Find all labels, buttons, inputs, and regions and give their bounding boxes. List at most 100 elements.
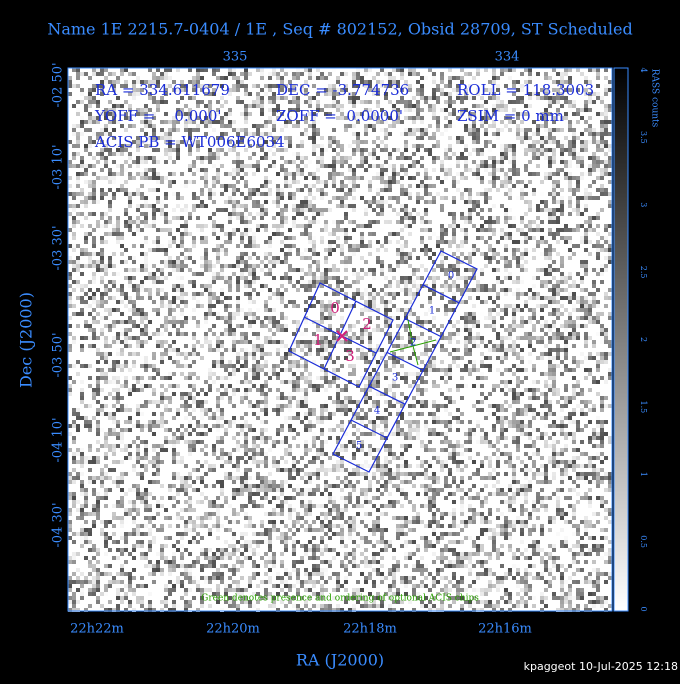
pixel (344, 88, 348, 92)
pixel (604, 164, 608, 168)
pixel (404, 288, 408, 292)
pixel (372, 176, 376, 180)
pixel (416, 104, 420, 108)
pixel (316, 328, 320, 332)
pixel (156, 136, 160, 140)
pixel (292, 220, 296, 224)
pixel (88, 196, 92, 200)
pixel (76, 140, 80, 144)
pixel (468, 212, 472, 216)
pixel (264, 384, 268, 388)
pixel (432, 356, 436, 360)
pixel (564, 368, 568, 372)
pixel (112, 320, 116, 324)
pixel (172, 296, 176, 300)
pixel (128, 116, 132, 120)
pixel (376, 200, 380, 204)
pixel (112, 360, 116, 364)
pixel (552, 172, 556, 176)
pixel (328, 200, 332, 204)
pixel (552, 308, 556, 312)
pixel (148, 272, 152, 276)
pixel (104, 220, 108, 224)
pixel (564, 280, 568, 284)
pixel (324, 208, 328, 212)
pixel (564, 164, 568, 168)
pixel (168, 76, 172, 80)
pixel (132, 276, 136, 280)
pixel (144, 288, 148, 292)
pixel (564, 100, 568, 104)
pixel (68, 160, 72, 164)
pixel (280, 128, 284, 132)
pixel (116, 236, 120, 240)
pixel (312, 252, 316, 256)
pixel (252, 152, 256, 156)
pixel (464, 96, 468, 100)
pixel (84, 284, 88, 288)
pixel (472, 268, 476, 272)
pixel (224, 252, 228, 256)
pixel (540, 340, 544, 344)
pixel (476, 164, 480, 168)
pixel (108, 108, 112, 112)
pixel (192, 284, 196, 288)
pixel (336, 160, 340, 164)
pixel (204, 320, 208, 324)
pixel (200, 192, 204, 196)
pixel (344, 84, 348, 88)
pixel (580, 264, 584, 268)
pixel (536, 336, 540, 340)
pixel (604, 332, 608, 336)
pixel (464, 148, 468, 152)
pixel (172, 384, 176, 388)
pixel (128, 92, 132, 96)
pixel (348, 372, 352, 376)
pixel (228, 264, 232, 268)
pixel (396, 148, 400, 152)
pixel (436, 176, 440, 180)
pixel (388, 80, 392, 84)
pixel (104, 224, 108, 228)
pixel (300, 340, 304, 344)
pixel (196, 84, 200, 88)
pixel (312, 184, 316, 188)
pixel (584, 304, 588, 308)
pixel (572, 136, 576, 140)
pixel (568, 68, 572, 72)
pixel (432, 324, 436, 328)
pixel (436, 140, 440, 144)
pixel (144, 356, 148, 360)
pixel (404, 312, 408, 316)
pixel (532, 152, 536, 156)
pixel (544, 108, 548, 112)
pixel (308, 280, 312, 284)
pixel (472, 340, 476, 344)
pixel (200, 228, 204, 232)
pixel (100, 72, 104, 76)
pixel (280, 292, 284, 296)
pixel (524, 152, 528, 156)
pixel (564, 80, 568, 84)
pixel (492, 308, 496, 312)
pixel (476, 176, 480, 180)
pixel (424, 148, 428, 152)
pixel (396, 212, 400, 216)
pixel (188, 68, 192, 72)
pixel (164, 292, 168, 296)
pixel (152, 124, 156, 128)
pixel (316, 280, 320, 284)
pixel (460, 276, 464, 280)
pixel (556, 312, 560, 316)
pixel (468, 352, 472, 356)
pixel (364, 68, 368, 72)
pixel (92, 316, 96, 320)
pixel (572, 140, 576, 144)
pixel (420, 132, 424, 136)
pixel (100, 296, 104, 300)
pixel (332, 136, 336, 140)
pixel (412, 152, 416, 156)
pixel (408, 128, 412, 132)
pixel (288, 360, 292, 364)
pixel (128, 388, 132, 392)
